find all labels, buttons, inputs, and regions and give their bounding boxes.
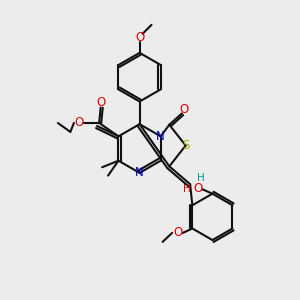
- Text: O: O: [180, 103, 189, 116]
- Text: O: O: [193, 182, 202, 195]
- Text: O: O: [96, 96, 105, 109]
- Text: O: O: [74, 116, 83, 130]
- Text: H: H: [183, 184, 191, 194]
- Text: N: N: [135, 167, 144, 179]
- Text: S: S: [182, 139, 189, 152]
- Text: N: N: [156, 130, 165, 143]
- Text: H: H: [197, 172, 204, 183]
- Text: O: O: [135, 32, 144, 44]
- Text: O: O: [173, 226, 183, 239]
